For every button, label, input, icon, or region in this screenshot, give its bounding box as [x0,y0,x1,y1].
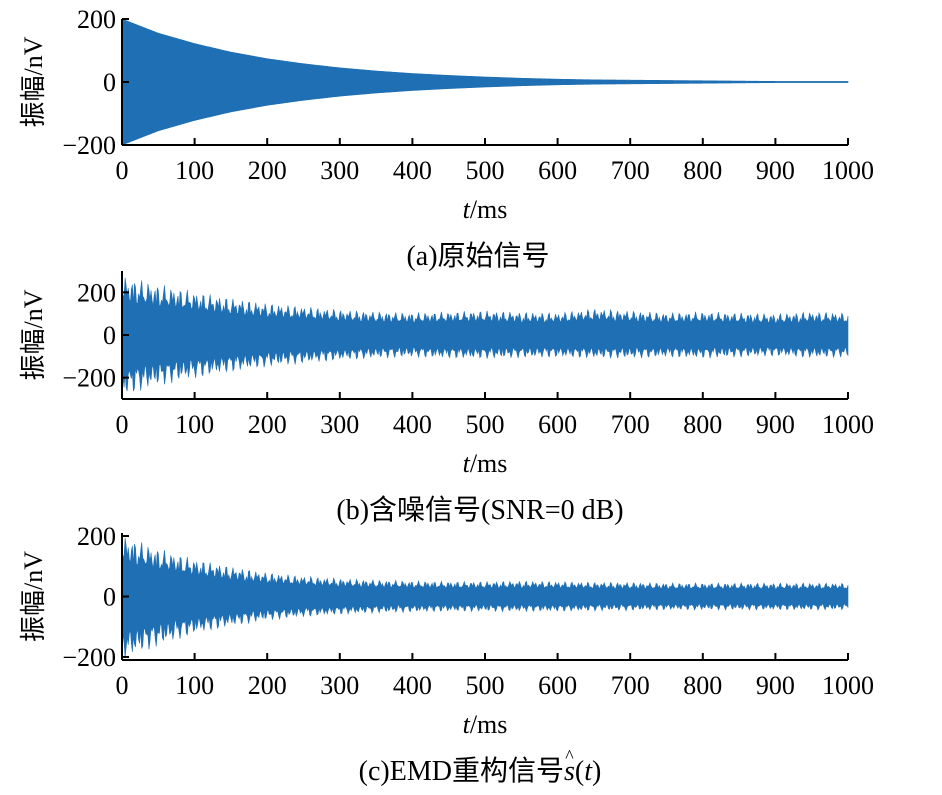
x-tick-label: 100 [175,156,214,185]
x-tick-label: 100 [175,410,214,439]
y-tick-label: −200 [62,643,116,672]
signal-trace [121,277,849,392]
y-tick-label: −200 [62,131,116,160]
x-tick-label: 200 [248,156,287,185]
caption-arg: t [584,756,593,787]
subplot-2: 0 100 200 300 400 500 600 700 800 900 10002000−200… [19,271,874,526]
y-axis-label: 振幅/nV [19,36,48,127]
x-tick-label: 1000 [822,671,874,700]
subplot-caption: (c)EMD重构信号s(t) [359,755,602,787]
x-tick-label: 700 [611,671,650,700]
x-tick-label: 100 [175,671,214,700]
subplot-3: 0 100 200 300 400 500 600 700 800 900 10002000−200… [19,522,874,787]
x-tick-label: 800 [683,410,722,439]
x-tick-label: 400 [393,410,432,439]
x-axis-label-unit: /ms [470,710,508,739]
x-tick-label: 300 [320,156,359,185]
x-tick-label: 900 [756,156,795,185]
y-tick-label: 200 [77,278,116,307]
x-axis-label: t/ms [463,449,508,478]
x-tick-label: 200 [248,410,287,439]
x-tick-label: 300 [320,410,359,439]
x-tick-label: 500 [466,410,505,439]
y-tick-label: 0 [103,68,116,97]
x-tick-label: 500 [466,671,505,700]
x-tick-label: 400 [393,156,432,185]
subplot-1: 0 100 200 300 400 500 600 700 800 900 10002000−200… [19,5,874,272]
y-tick-label: −200 [62,364,116,393]
x-tick-label: 0 [116,410,129,439]
caption-hat: ^ [565,746,574,766]
x-tick-label: 600 [538,156,577,185]
x-tick-label: 700 [611,156,650,185]
x-tick-label: 1000 [822,410,874,439]
x-tick-label: 300 [320,671,359,700]
x-tick-label: 200 [248,671,287,700]
x-tick-label: 1000 [822,156,874,185]
caption-open: ( [575,756,584,787]
y-axis-label: 振幅/nV [19,551,48,642]
x-tick-label: 900 [756,410,795,439]
x-tick-label: 500 [466,156,505,185]
x-axis-label: t/ms [463,710,508,739]
x-tick-label: 800 [683,156,722,185]
subplot-caption: (b)含噪信号(SNR=0 dB) [336,494,623,526]
x-tick-label: 0 [116,671,129,700]
x-axis-label-var: t [463,195,471,224]
x-tick-label: 900 [756,671,795,700]
x-axis-label: t/ms [463,195,508,224]
signal-trace [121,537,849,658]
x-tick-label: 600 [538,410,577,439]
caption-prefix: (c)EMD重构信号 [359,755,564,787]
x-tick-label: 800 [683,671,722,700]
caption-close: ) [592,756,601,787]
x-tick-label: 400 [393,671,432,700]
caption-symbol: s [564,756,575,787]
x-axis-label-unit: /ms [470,195,508,224]
subplot-caption: (a)原始信号 [406,240,549,272]
x-axis-label-var: t [463,710,471,739]
y-tick-label: 200 [77,5,116,34]
x-tick-label: 0 [116,156,129,185]
y-tick-label: 200 [77,522,116,551]
x-tick-label: 600 [538,671,577,700]
x-tick-label: 700 [611,410,650,439]
y-tick-label: 0 [103,583,116,612]
x-axis-label-var: t [463,449,471,478]
signal-trace [121,18,849,146]
y-tick-label: 0 [103,321,116,350]
y-axis-label: 振幅/nV [19,289,48,380]
x-axis-label-unit: /ms [470,449,508,478]
